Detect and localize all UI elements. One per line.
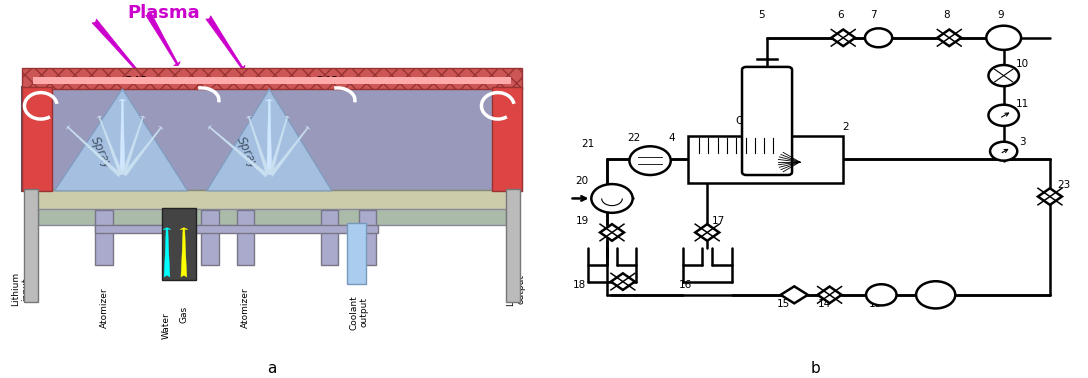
Text: 1: 1 bbox=[777, 122, 784, 132]
Text: 15: 15 bbox=[777, 299, 790, 309]
Polygon shape bbox=[601, 224, 625, 241]
Text: Gas: Gas bbox=[180, 306, 188, 323]
Polygon shape bbox=[1038, 188, 1062, 205]
Text: 8: 8 bbox=[943, 10, 950, 20]
Text: 22: 22 bbox=[627, 133, 641, 143]
Text: 12: 12 bbox=[924, 299, 937, 309]
Text: 5: 5 bbox=[758, 10, 765, 20]
Text: SdC: SdC bbox=[316, 76, 337, 85]
Polygon shape bbox=[54, 89, 187, 191]
Text: 20: 20 bbox=[576, 177, 589, 186]
Text: Lithium
input: Lithium input bbox=[11, 272, 30, 306]
Bar bbox=[162, 208, 196, 280]
Text: 7: 7 bbox=[869, 10, 877, 20]
Polygon shape bbox=[207, 89, 332, 191]
Text: 2: 2 bbox=[842, 122, 850, 132]
Bar bbox=[688, 136, 843, 183]
Circle shape bbox=[865, 28, 892, 47]
Polygon shape bbox=[818, 287, 842, 303]
Bar bbox=[359, 210, 376, 265]
Text: Lithium
output: Lithium output bbox=[506, 272, 526, 306]
Text: 18: 18 bbox=[572, 280, 586, 290]
Bar bbox=[236, 210, 254, 265]
Bar bbox=[38, 209, 506, 225]
Polygon shape bbox=[938, 29, 962, 46]
Text: 19: 19 bbox=[576, 216, 589, 226]
Circle shape bbox=[987, 26, 1022, 50]
Text: a: a bbox=[268, 361, 276, 376]
Bar bbox=[96, 210, 113, 265]
Text: 21: 21 bbox=[581, 139, 594, 149]
Text: Atomizer: Atomizer bbox=[100, 287, 109, 328]
Circle shape bbox=[916, 281, 955, 308]
Bar bbox=[22, 87, 522, 191]
Text: 4: 4 bbox=[668, 133, 676, 143]
Text: 14: 14 bbox=[817, 299, 831, 309]
Text: Plasma: Plasma bbox=[127, 4, 199, 22]
Text: Spray: Spray bbox=[87, 135, 114, 171]
Text: 3: 3 bbox=[1019, 137, 1026, 147]
Bar bbox=[321, 210, 338, 265]
Polygon shape bbox=[781, 287, 807, 303]
Text: b: b bbox=[812, 361, 820, 376]
Circle shape bbox=[629, 146, 670, 175]
Circle shape bbox=[866, 284, 897, 305]
Text: Spray: Spray bbox=[234, 135, 261, 171]
Polygon shape bbox=[695, 224, 719, 241]
Text: 6: 6 bbox=[837, 10, 844, 20]
Bar bbox=[24, 189, 38, 302]
Text: Water: Water bbox=[161, 312, 171, 339]
Text: 10: 10 bbox=[1016, 59, 1029, 69]
Bar bbox=[492, 87, 522, 191]
Circle shape bbox=[989, 105, 1018, 126]
Text: 9: 9 bbox=[998, 10, 1004, 20]
Text: 23: 23 bbox=[1056, 180, 1071, 190]
Text: 16: 16 bbox=[679, 280, 692, 290]
Polygon shape bbox=[831, 29, 855, 46]
Circle shape bbox=[592, 184, 633, 213]
Circle shape bbox=[989, 65, 1018, 86]
Bar bbox=[22, 87, 52, 191]
Bar bbox=[33, 77, 511, 84]
Text: 13: 13 bbox=[869, 299, 882, 309]
Text: Atomizer: Atomizer bbox=[242, 287, 250, 328]
Bar bbox=[30, 190, 515, 210]
Bar bbox=[96, 225, 379, 233]
Bar bbox=[201, 210, 219, 265]
Bar bbox=[347, 223, 366, 284]
Text: SdC: SdC bbox=[125, 76, 147, 85]
FancyBboxPatch shape bbox=[742, 67, 792, 175]
Text: 11: 11 bbox=[1016, 99, 1029, 109]
Bar bbox=[506, 189, 520, 302]
Circle shape bbox=[990, 142, 1017, 161]
Text: Q: Q bbox=[735, 116, 744, 126]
Text: Coolant
output: Coolant output bbox=[349, 295, 369, 330]
Polygon shape bbox=[611, 273, 634, 290]
Bar bbox=[22, 68, 522, 89]
Text: 17: 17 bbox=[712, 216, 725, 226]
